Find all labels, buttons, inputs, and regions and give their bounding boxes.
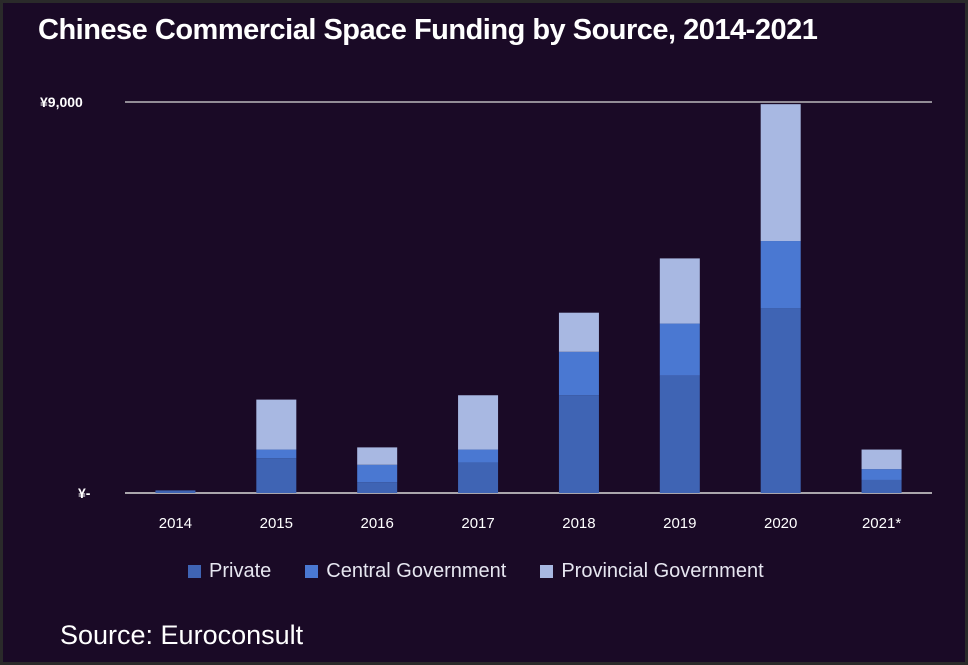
bar-segment-central-government [760,241,801,309]
x-tick-label: 2018 [562,515,595,532]
x-tick-label: 2016 [361,515,394,532]
bar-segment-central-government [357,464,398,483]
legend-item-provincial-government: Provincial Government [540,560,764,583]
legend-label-private: Private [209,560,272,582]
bar-segment-private [357,482,398,493]
bar-segment-provincial-government [357,447,398,465]
bar-segment-provincial-government [861,449,902,470]
bar-segment-provincial-government [256,399,297,450]
bar-segment-private [861,479,902,493]
bar-segment-private [659,375,700,493]
x-tick-label: 2021* [862,515,901,532]
bar-segment-private [458,462,499,493]
legend-swatch-private [188,565,201,578]
bar-segment-provincial-government [558,312,599,352]
y-tick-label: ¥- [78,485,91,501]
legend-label-provincial-government: Provincial Government [561,560,764,582]
x-tick-label: 2017 [461,515,494,532]
bar-segment-provincial-government [760,104,801,242]
bar-segment-central-government [458,449,499,463]
legend: Private Central Government Provincial Go… [188,560,764,583]
bar-segment-central-government [861,469,902,480]
bar-segment-provincial-government [458,395,499,450]
x-tick-label: 2014 [159,515,192,532]
bar-segment-central-government [659,323,700,376]
legend-item-private: Private [188,560,271,583]
bar-segment-private [760,308,801,493]
bar-segment-private [256,458,297,493]
source-note: Source: Euroconsult [60,620,304,650]
bar-segment-central-government [558,351,599,396]
y-tick-label: ¥9,000 [40,94,83,110]
x-tick-label: 2020 [764,515,797,532]
chart-title: Chinese Commercial Space Funding by Sour… [38,14,818,46]
x-tick-label: 2019 [663,515,696,532]
bar-segment-central-government [256,449,297,459]
legend-swatch-provincial-government [540,565,554,578]
x-tick-label: 2015 [260,515,293,532]
legend-label-central-government: Central Government [326,560,507,582]
bar-segment-private [558,395,599,493]
bar-segment-private [155,490,196,493]
bar-segment-provincial-government [659,258,700,324]
legend-swatch-central-government [305,565,319,578]
legend-item-central-government: Central Government [305,560,506,583]
